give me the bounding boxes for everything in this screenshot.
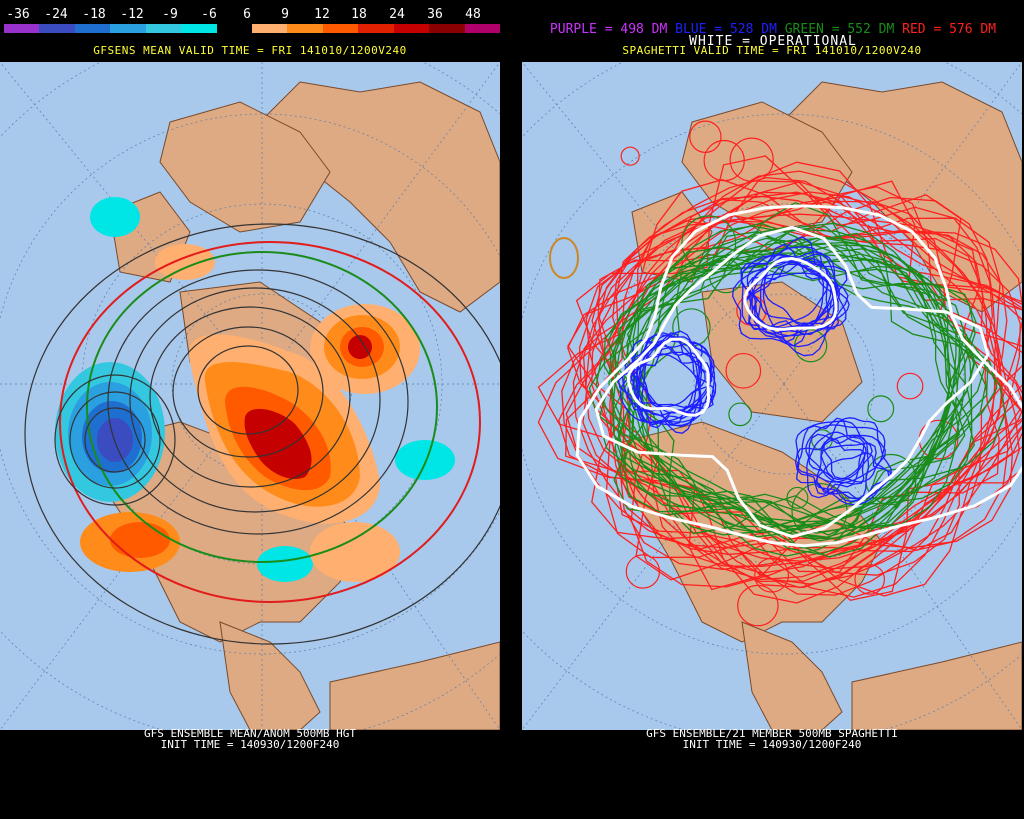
red-contour-cell <box>729 137 774 182</box>
red-contour-cell <box>754 557 790 593</box>
blue-contour <box>825 452 892 501</box>
legend-red: RED = 576 DM <box>902 22 997 37</box>
orange-contour <box>549 237 579 279</box>
colorbar-label: 12 <box>314 7 330 22</box>
footer-init-time: INIT TIME = 140930/1200F240 <box>160 738 340 751</box>
blue-contour <box>796 437 866 495</box>
green-contour <box>603 236 987 542</box>
colorbar-label: -6 <box>201 7 217 22</box>
blue-contour <box>740 236 848 336</box>
colorbar-segment <box>358 24 395 33</box>
spaghetti-map <box>522 62 1022 730</box>
colorbar-label: 9 <box>281 7 289 22</box>
polar-map-svg <box>0 62 500 730</box>
spaghetti-contours <box>537 120 1022 627</box>
green-contour <box>612 252 973 527</box>
red-contour-cell <box>737 584 779 627</box>
red-contour-cell <box>689 120 722 153</box>
legend-green: GREEN = 552 DM <box>784 22 895 37</box>
red-contour <box>558 181 1022 589</box>
red-contour-cell <box>725 352 762 389</box>
colorbar-segment <box>252 24 288 33</box>
colorbar-segment <box>429 24 466 33</box>
colorbar-label: 24 <box>389 7 405 22</box>
spaghetti-legend: PURPLE = 498 DM BLUE = 528 DM GREEN = 55… <box>522 22 1024 37</box>
green-contour-cell <box>681 215 737 271</box>
colorbar-segment <box>216 24 253 33</box>
blue-contour <box>796 417 865 496</box>
blue-contour <box>636 340 712 414</box>
blue-contour <box>627 346 714 426</box>
green-contour-cell <box>786 486 809 509</box>
blue-contour <box>794 420 873 483</box>
green-contour <box>635 248 958 540</box>
anomaly-colorbar <box>4 24 501 33</box>
footer-title: GFS ENSEMBLE MEAN/ANOM 500MB HGT <box>144 727 356 740</box>
colorbar-segment <box>181 24 218 33</box>
valid-time-label: GFSENS MEAN VALID TIME = FRI 141010/1200… <box>93 44 407 57</box>
colorbar-segment <box>322 24 359 33</box>
red-contour <box>537 194 1022 581</box>
red-contour <box>582 191 1022 585</box>
colorbar-label: -9 <box>162 7 178 22</box>
red-contour-cell <box>854 564 886 595</box>
colorbar-label: 36 <box>427 7 443 22</box>
red-contour <box>572 170 1009 555</box>
red-contour-cell <box>896 372 924 400</box>
colorbar-segment <box>39 24 76 33</box>
colorbar-segment <box>145 24 182 33</box>
colorbar-segment <box>287 24 324 33</box>
colorbar-segment <box>110 24 147 33</box>
blue-contour <box>619 353 701 423</box>
colorbar-label: 6 <box>243 7 251 22</box>
green-contour-cell <box>728 402 753 427</box>
height-contours <box>24 223 500 645</box>
blue-contour <box>751 257 835 357</box>
footer-init-time: INIT TIME = 140930/1200F240 <box>682 738 862 751</box>
green-contour-cell <box>867 395 895 423</box>
blue-contour <box>759 256 832 325</box>
right-footer: GFS ENSEMBLE/21 MEMBER 500MB SPAGHETTI I… <box>522 728 1022 750</box>
colorbar-label: -18 <box>82 7 106 22</box>
white-operational-contour <box>594 225 990 539</box>
spaghetti-valid-time: SPAGHETTI VALID TIME = FRI 141010/1200V2… <box>622 44 922 57</box>
colorbar-segment <box>74 24 111 33</box>
red-contour <box>537 161 1022 604</box>
colorbar-segment <box>464 24 501 33</box>
colorbar-label: -12 <box>120 7 144 22</box>
colorbar-segment <box>4 24 40 33</box>
green-contour <box>617 230 960 533</box>
colorbar-segment <box>393 24 430 33</box>
legend-purple: PURPLE = 498 DM <box>549 22 668 37</box>
red-contour-cell <box>703 139 745 182</box>
colorbar-label: -24 <box>44 7 68 22</box>
blue-contour <box>816 434 892 506</box>
left-footer: GFS ENSEMBLE MEAN/ANOM 500MB HGT INIT TI… <box>0 728 500 750</box>
footer-title: GFS ENSEMBLE/21 MEMBER 500MB SPAGHETTI <box>646 727 898 740</box>
positive-anomaly-shading <box>80 244 420 582</box>
negative-anomaly-shading <box>55 197 455 582</box>
red-contour-cell <box>625 554 661 589</box>
colorbar-label: 48 <box>465 7 481 22</box>
blue-contour <box>805 424 886 484</box>
legend-blue: BLUE = 528 DM <box>675 22 777 37</box>
ensemble-mean-panel: -36 -24 -18 -12 -9 -6 6 9 12 18 24 36 48… <box>0 0 502 819</box>
blue-contour <box>637 341 703 434</box>
colorbar-labels: -36 -24 -18 -12 -9 -6 6 9 12 18 24 36 48 <box>0 8 500 22</box>
green-contour <box>595 237 987 534</box>
white-operational-contour <box>626 337 711 417</box>
red-contour-cell <box>620 146 640 166</box>
spaghetti-panel: PURPLE = 498 DM BLUE = 528 DM GREEN = 55… <box>522 0 1024 819</box>
spaghetti-map-svg <box>522 62 1022 730</box>
colorbar-label: -36 <box>6 7 30 22</box>
colorbar-label: 18 <box>351 7 367 22</box>
ensemble-mean-map <box>0 62 500 730</box>
white-operational-contour <box>743 256 838 331</box>
legend-white: WHITE = OPERATIONAL <box>689 34 857 49</box>
white-operational-contour <box>575 204 1022 548</box>
blue-contour <box>808 431 867 481</box>
